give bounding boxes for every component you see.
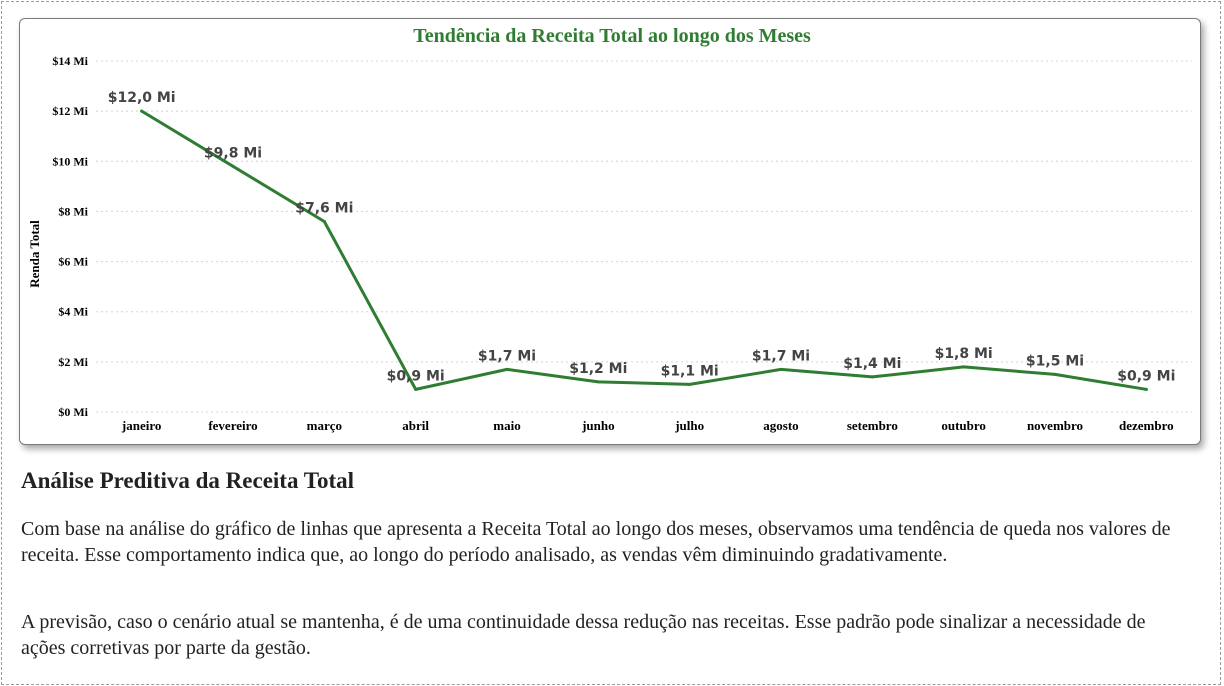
data-label: $9,8 Mi xyxy=(204,145,262,161)
x-tick-label: janeiro xyxy=(121,418,161,433)
data-point xyxy=(505,367,509,371)
x-tick-label: abril xyxy=(402,418,429,433)
data-label: $1,1 Mi xyxy=(661,363,719,379)
data-label: $1,7 Mi xyxy=(478,348,536,364)
data-label: $1,4 Mi xyxy=(843,356,901,372)
chart-title: Tendência da Receita Total ao longo dos … xyxy=(413,25,811,47)
data-point xyxy=(140,109,144,113)
x-tick-label: fevereiro xyxy=(208,418,257,433)
revenue-chart-card: $0 Mi $2 Mi $4 Mi $6 Mi $8 Mi $10 Mi $12 Mi $14… xyxy=(19,18,1201,445)
data-label: $1,7 Mi xyxy=(752,348,810,364)
series-layer xyxy=(140,109,1148,391)
x-tick-label: agosto xyxy=(763,418,798,433)
x-tick-label: novembro xyxy=(1027,418,1083,433)
revenue-line-chart: $0 Mi $2 Mi $4 Mi $6 Mi $8 Mi $10 Mi $12 Mi $14… xyxy=(27,25,1192,433)
data-point xyxy=(779,367,783,371)
x-tick-label: julho xyxy=(674,418,704,433)
data-point xyxy=(870,375,874,379)
data-label: $1,8 Mi xyxy=(935,346,993,362)
x-axis-ticks: janeiro fevereiro março abril maio junho julho… xyxy=(121,418,1174,433)
data-point xyxy=(1053,372,1057,376)
y-tick-label: $8 Mi xyxy=(58,204,88,218)
y-tick-label: $10 Mi xyxy=(52,154,88,168)
y-tick-label: $2 Mi xyxy=(58,355,88,369)
y-tick-label: $0 Mi xyxy=(58,405,88,419)
data-label: $1,5 Mi xyxy=(1026,353,1084,369)
data-point xyxy=(414,387,418,391)
y-axis-ticks: $0 Mi $2 Mi $4 Mi $6 Mi $8 Mi $10 Mi $12 Mi $14… xyxy=(52,54,88,419)
data-point xyxy=(688,382,692,386)
x-tick-label: dezembro xyxy=(1119,418,1174,433)
data-point xyxy=(962,365,966,369)
data-point xyxy=(596,380,600,384)
data-label: $7,6 Mi xyxy=(295,200,353,216)
x-tick-label: junho xyxy=(581,418,615,433)
data-point xyxy=(322,219,326,223)
analysis-paragraph-1: Com base na análise do gráfico de linhas… xyxy=(21,518,1171,566)
y-tick-label: $12 Mi xyxy=(52,104,88,118)
x-tick-label: setembro xyxy=(847,418,898,433)
data-label: $0,9 Mi xyxy=(1117,368,1175,384)
x-tick-label: março xyxy=(307,418,342,433)
y-tick-label: $14 Mi xyxy=(52,54,88,68)
y-axis-label: Renda Total xyxy=(27,220,42,288)
data-label: $0,9 Mi xyxy=(387,368,445,384)
data-point xyxy=(1144,387,1148,391)
x-tick-label: maio xyxy=(493,418,520,433)
y-tick-label: $6 Mi xyxy=(58,255,88,269)
x-tick-label: outubro xyxy=(941,418,986,433)
analysis-paragraph-2: A previsão, caso o cenário atual se mant… xyxy=(21,611,1146,659)
data-point xyxy=(231,164,235,168)
data-label: $12,0 Mi xyxy=(108,90,176,106)
analysis-heading: Análise Preditiva da Receita Total xyxy=(21,468,355,493)
data-labels: $12,0 Mi $9,8 Mi $7,6 Mi $0,9 Mi $1,7 Mi $1,2… xyxy=(108,90,1176,384)
series-line xyxy=(140,109,1148,391)
data-label: $1,2 Mi xyxy=(569,361,627,377)
y-tick-label: $4 Mi xyxy=(58,305,88,319)
